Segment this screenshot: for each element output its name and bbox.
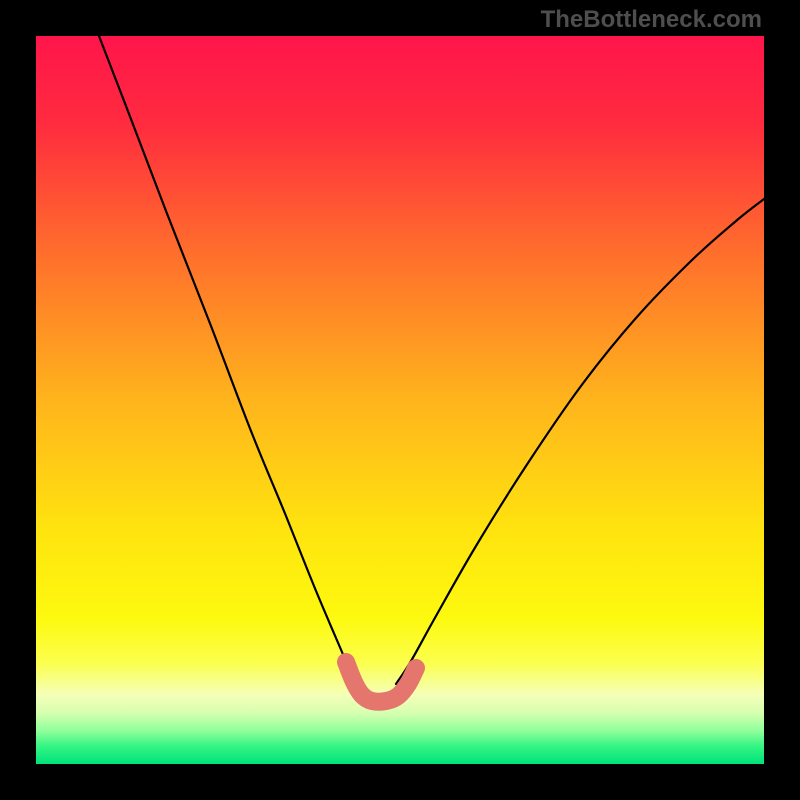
gradient-background	[36, 36, 764, 764]
watermark-label: TheBottleneck.com	[541, 6, 762, 34]
plot-area	[36, 36, 764, 764]
chart-svg	[36, 36, 764, 764]
